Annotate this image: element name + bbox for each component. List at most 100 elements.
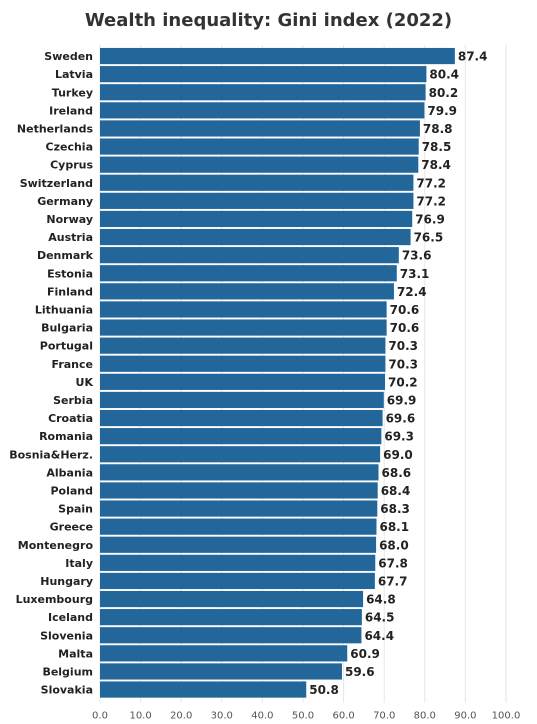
- bar: [100, 337, 386, 354]
- category-label: Spain: [58, 503, 93, 516]
- category-label: Poland: [50, 484, 93, 497]
- value-label: 78.8: [423, 122, 453, 136]
- category-label: Bulgaria: [41, 322, 93, 335]
- x-tick-label: 20.0: [170, 711, 192, 722]
- value-label: 70.6: [390, 303, 420, 317]
- category-label: Lithuania: [35, 303, 93, 316]
- bar: [100, 373, 386, 390]
- bar: [100, 355, 386, 372]
- chart-title: Wealth inequality: Gini index (2022): [84, 10, 453, 31]
- value-label: 77.2: [416, 176, 446, 190]
- bar: [100, 192, 414, 209]
- bar: [100, 627, 362, 644]
- value-label: 78.5: [422, 140, 452, 154]
- value-label: 50.8: [309, 683, 339, 697]
- x-tick-label: 60.0: [332, 711, 354, 722]
- value-label: 67.7: [378, 574, 408, 588]
- value-label: 69.6: [386, 412, 416, 426]
- category-label: Sweden: [44, 50, 93, 63]
- category-label: Netherlands: [17, 122, 94, 135]
- category-label: Romania: [39, 430, 93, 443]
- value-label: 76.9: [415, 212, 445, 226]
- bar: [100, 283, 394, 300]
- value-label: 69.0: [383, 448, 413, 462]
- bar: [100, 84, 426, 101]
- category-label: Iceland: [48, 611, 93, 624]
- bar: [100, 645, 348, 662]
- x-tick-label: 90.0: [454, 711, 476, 722]
- x-tick-label: 0.0: [92, 711, 108, 722]
- value-label: 76.5: [414, 231, 444, 245]
- category-label: Czechia: [46, 141, 93, 154]
- value-label: 64.8: [366, 593, 396, 607]
- category-label: Cyprus: [50, 159, 93, 172]
- value-label: 69.3: [384, 430, 414, 444]
- category-label: Austria: [48, 231, 93, 244]
- value-label: 64.5: [365, 611, 395, 625]
- category-label: Belgium: [42, 665, 93, 678]
- bar: [100, 391, 384, 409]
- value-label: 87.4: [458, 50, 488, 64]
- bar: [100, 66, 427, 83]
- bar: [100, 265, 397, 282]
- bar: [100, 138, 419, 155]
- bar: [100, 554, 376, 571]
- bar: [100, 228, 411, 246]
- labels: Sweden 87.4 Latvia 80.4 Turkey 80.2 Ireland 79.…: [9, 50, 488, 697]
- category-label: Turkey: [52, 86, 93, 99]
- category-label: Finland: [47, 285, 93, 298]
- category-label: Croatia: [48, 412, 93, 425]
- category-label: Germany: [37, 195, 93, 208]
- bar: [100, 590, 364, 608]
- x-tick-label: 40.0: [251, 711, 273, 722]
- value-label: 79.9: [427, 104, 457, 118]
- value-label: 70.3: [388, 339, 418, 353]
- value-label: 68.6: [382, 466, 412, 480]
- category-label: Albania: [46, 466, 93, 479]
- value-label: 68.3: [380, 502, 410, 516]
- bar: [100, 609, 362, 626]
- x-axis: 0.0 10.0 20.0 30.0 40.0 50.0 60.0 70.0 80.0 90.0 1…: [92, 711, 520, 722]
- category-label: Malta: [58, 647, 93, 660]
- bar: [100, 156, 419, 173]
- category-label: France: [52, 358, 93, 371]
- value-label: 80.4: [429, 68, 459, 82]
- value-label: 80.2: [429, 86, 459, 100]
- value-label: 73.6: [402, 249, 432, 263]
- x-tick-label: 80.0: [414, 711, 436, 722]
- category-label: Bosnia&Herz.: [9, 448, 93, 461]
- bar: [100, 174, 414, 191]
- value-label: 72.4: [397, 285, 427, 299]
- value-label: 73.1: [400, 267, 430, 281]
- bar: [100, 482, 378, 499]
- bar: [100, 464, 379, 481]
- value-label: 60.9: [350, 647, 380, 661]
- category-label: UK: [76, 376, 94, 389]
- bar: [100, 572, 375, 590]
- bar: [100, 102, 425, 119]
- category-label: Italy: [65, 557, 93, 570]
- bars: [100, 47, 455, 698]
- bar: [100, 47, 455, 65]
- bar: [100, 247, 399, 264]
- category-label: Greece: [50, 521, 93, 534]
- bar: [100, 446, 381, 463]
- value-label: 59.6: [345, 665, 375, 679]
- bar: [100, 409, 383, 427]
- x-tick-label: 10.0: [129, 711, 151, 722]
- category-label: Ireland: [49, 104, 93, 117]
- category-label: Estonia: [47, 267, 93, 280]
- category-label: Slovakia: [41, 684, 93, 697]
- value-label: 64.4: [364, 629, 394, 643]
- bar: [100, 500, 378, 517]
- category-label: Montenegro: [18, 539, 94, 552]
- value-label: 68.4: [381, 484, 411, 498]
- category-label: Denmark: [37, 249, 94, 262]
- x-tick-label: 70.0: [373, 711, 395, 722]
- category-label: Switzerland: [20, 177, 93, 190]
- bar: [100, 210, 413, 228]
- category-label: Serbia: [53, 394, 93, 407]
- value-label: 70.3: [388, 357, 418, 371]
